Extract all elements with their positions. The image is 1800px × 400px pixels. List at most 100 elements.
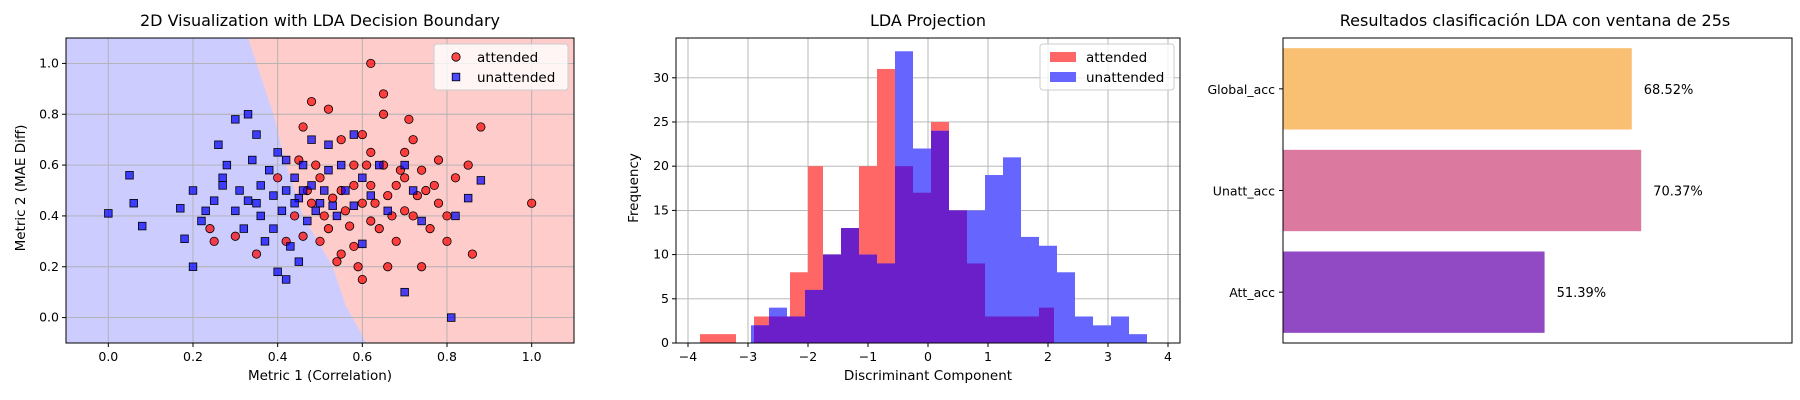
unattended-point bbox=[463, 193, 473, 203]
accuracy-bar bbox=[1283, 149, 1642, 232]
histogram-title: LDA Projection bbox=[870, 11, 986, 30]
scatter-panel: 2D Visualization with LDA Decision Bound… bbox=[13, 11, 575, 384]
attended-point bbox=[306, 96, 317, 107]
unattended-point bbox=[260, 237, 270, 246]
unattended-point bbox=[264, 165, 274, 175]
unattended-point bbox=[231, 115, 240, 124]
y-tick-label: 0.0 bbox=[39, 310, 59, 325]
unattended-point bbox=[290, 173, 299, 182]
y-tick-label: 10 bbox=[653, 247, 669, 262]
overlap-bin bbox=[985, 316, 1003, 343]
overlap-bin bbox=[805, 289, 808, 343]
legend-attended-swatch bbox=[1050, 52, 1076, 62]
attended-point bbox=[391, 236, 401, 246]
unattended-point bbox=[476, 176, 486, 185]
x-tick-label: 0.8 bbox=[437, 349, 457, 364]
attended-point bbox=[230, 231, 240, 241]
unattended-point bbox=[201, 206, 210, 216]
unattended-point bbox=[269, 191, 278, 200]
overlap-bin bbox=[772, 316, 787, 343]
unattended-point bbox=[332, 211, 342, 221]
unattended-point bbox=[197, 216, 206, 226]
accuracy-value-label: 51.39% bbox=[1557, 286, 1607, 301]
unattended-point bbox=[209, 196, 219, 205]
unattended-point bbox=[281, 155, 291, 165]
unattended-bin bbox=[1003, 157, 1021, 343]
unattended-bin bbox=[985, 175, 1003, 343]
attended-point bbox=[400, 206, 410, 216]
unattended-point bbox=[358, 173, 367, 182]
attended-point bbox=[366, 180, 376, 191]
attended-point bbox=[374, 224, 384, 234]
unattended-point bbox=[307, 135, 316, 144]
attended-point bbox=[425, 224, 435, 234]
unattended-point bbox=[218, 173, 227, 182]
overlap-bin bbox=[877, 263, 895, 343]
attended-point bbox=[366, 147, 376, 157]
attended-point bbox=[450, 173, 461, 183]
unattended-point bbox=[303, 216, 312, 226]
legend-attended-label: attended bbox=[477, 50, 538, 66]
unattended-point bbox=[222, 160, 232, 170]
unattended-point bbox=[281, 275, 291, 284]
y-tick-label: 5 bbox=[661, 291, 669, 306]
attended-point bbox=[370, 198, 380, 208]
unattended-point bbox=[256, 181, 265, 190]
unattended-point bbox=[451, 211, 460, 221]
legend-unattended-marker bbox=[451, 72, 461, 82]
y-tick-label: 25 bbox=[653, 114, 669, 129]
histogram-axes: −4 −3 −2 −1 0 1 2 3 4 0 5 10 15 20 25 30 bbox=[653, 37, 1181, 364]
unattended-point bbox=[294, 257, 304, 266]
unattended-point bbox=[328, 201, 337, 210]
unattended-point bbox=[180, 234, 189, 243]
attended-point bbox=[442, 211, 452, 221]
x-tick-label: 0.0 bbox=[98, 349, 118, 364]
overlap-bin bbox=[787, 316, 790, 343]
attended-point bbox=[298, 122, 308, 132]
unattended-point bbox=[324, 165, 333, 175]
unattended-point bbox=[417, 216, 426, 226]
attended-point bbox=[404, 114, 414, 124]
attended-point bbox=[527, 198, 537, 208]
attended-point bbox=[289, 211, 300, 221]
histogram-x-label: Discriminant Component bbox=[844, 368, 1012, 384]
accuracy-bar bbox=[1283, 48, 1632, 130]
histogram-panel: LDA Projection −4 −3 −2 −1 0 1 2 3 4 0 5 10 15 20 25 30… bbox=[626, 11, 1181, 384]
unattended-point bbox=[277, 206, 287, 216]
attended-point bbox=[408, 135, 418, 145]
unattended-bin bbox=[1111, 316, 1129, 343]
x-tick-label: −2 bbox=[799, 349, 817, 364]
histogram-y-label: Frequency bbox=[626, 153, 642, 223]
unattended-point bbox=[176, 204, 185, 213]
attended-point bbox=[400, 173, 410, 183]
unattended-point bbox=[349, 201, 359, 210]
unattended-point bbox=[375, 160, 384, 170]
overlap-bin bbox=[823, 254, 841, 343]
overlap-bin bbox=[1003, 316, 1021, 343]
unattended-point bbox=[252, 199, 261, 208]
legend-unattended-label: unattended bbox=[1086, 70, 1164, 86]
attended-point bbox=[442, 236, 452, 246]
unattended-point bbox=[320, 186, 329, 195]
unattended-point bbox=[248, 155, 257, 165]
unattended-point bbox=[125, 171, 134, 180]
unattended-point bbox=[307, 181, 316, 190]
scatter-y-label: Metric 2 (MAE Diff) bbox=[13, 125, 29, 252]
unattended-point bbox=[349, 130, 359, 139]
x-tick-label: 1.0 bbox=[522, 349, 542, 364]
scatter-legend: attended unattended bbox=[433, 43, 569, 91]
unattended-bin bbox=[1075, 316, 1093, 343]
overlap-bin bbox=[754, 325, 769, 343]
attended-point bbox=[357, 129, 367, 140]
x-tick-label: 2 bbox=[1044, 349, 1052, 364]
unattended-point bbox=[383, 206, 392, 216]
attended-point bbox=[429, 180, 439, 191]
unattended-point bbox=[358, 239, 367, 249]
attended-point bbox=[298, 231, 308, 241]
unattended-point bbox=[104, 209, 113, 218]
attended-point bbox=[357, 198, 367, 208]
attended-point bbox=[416, 165, 427, 175]
unattended-bin bbox=[1057, 272, 1075, 343]
attended-point bbox=[349, 241, 359, 252]
